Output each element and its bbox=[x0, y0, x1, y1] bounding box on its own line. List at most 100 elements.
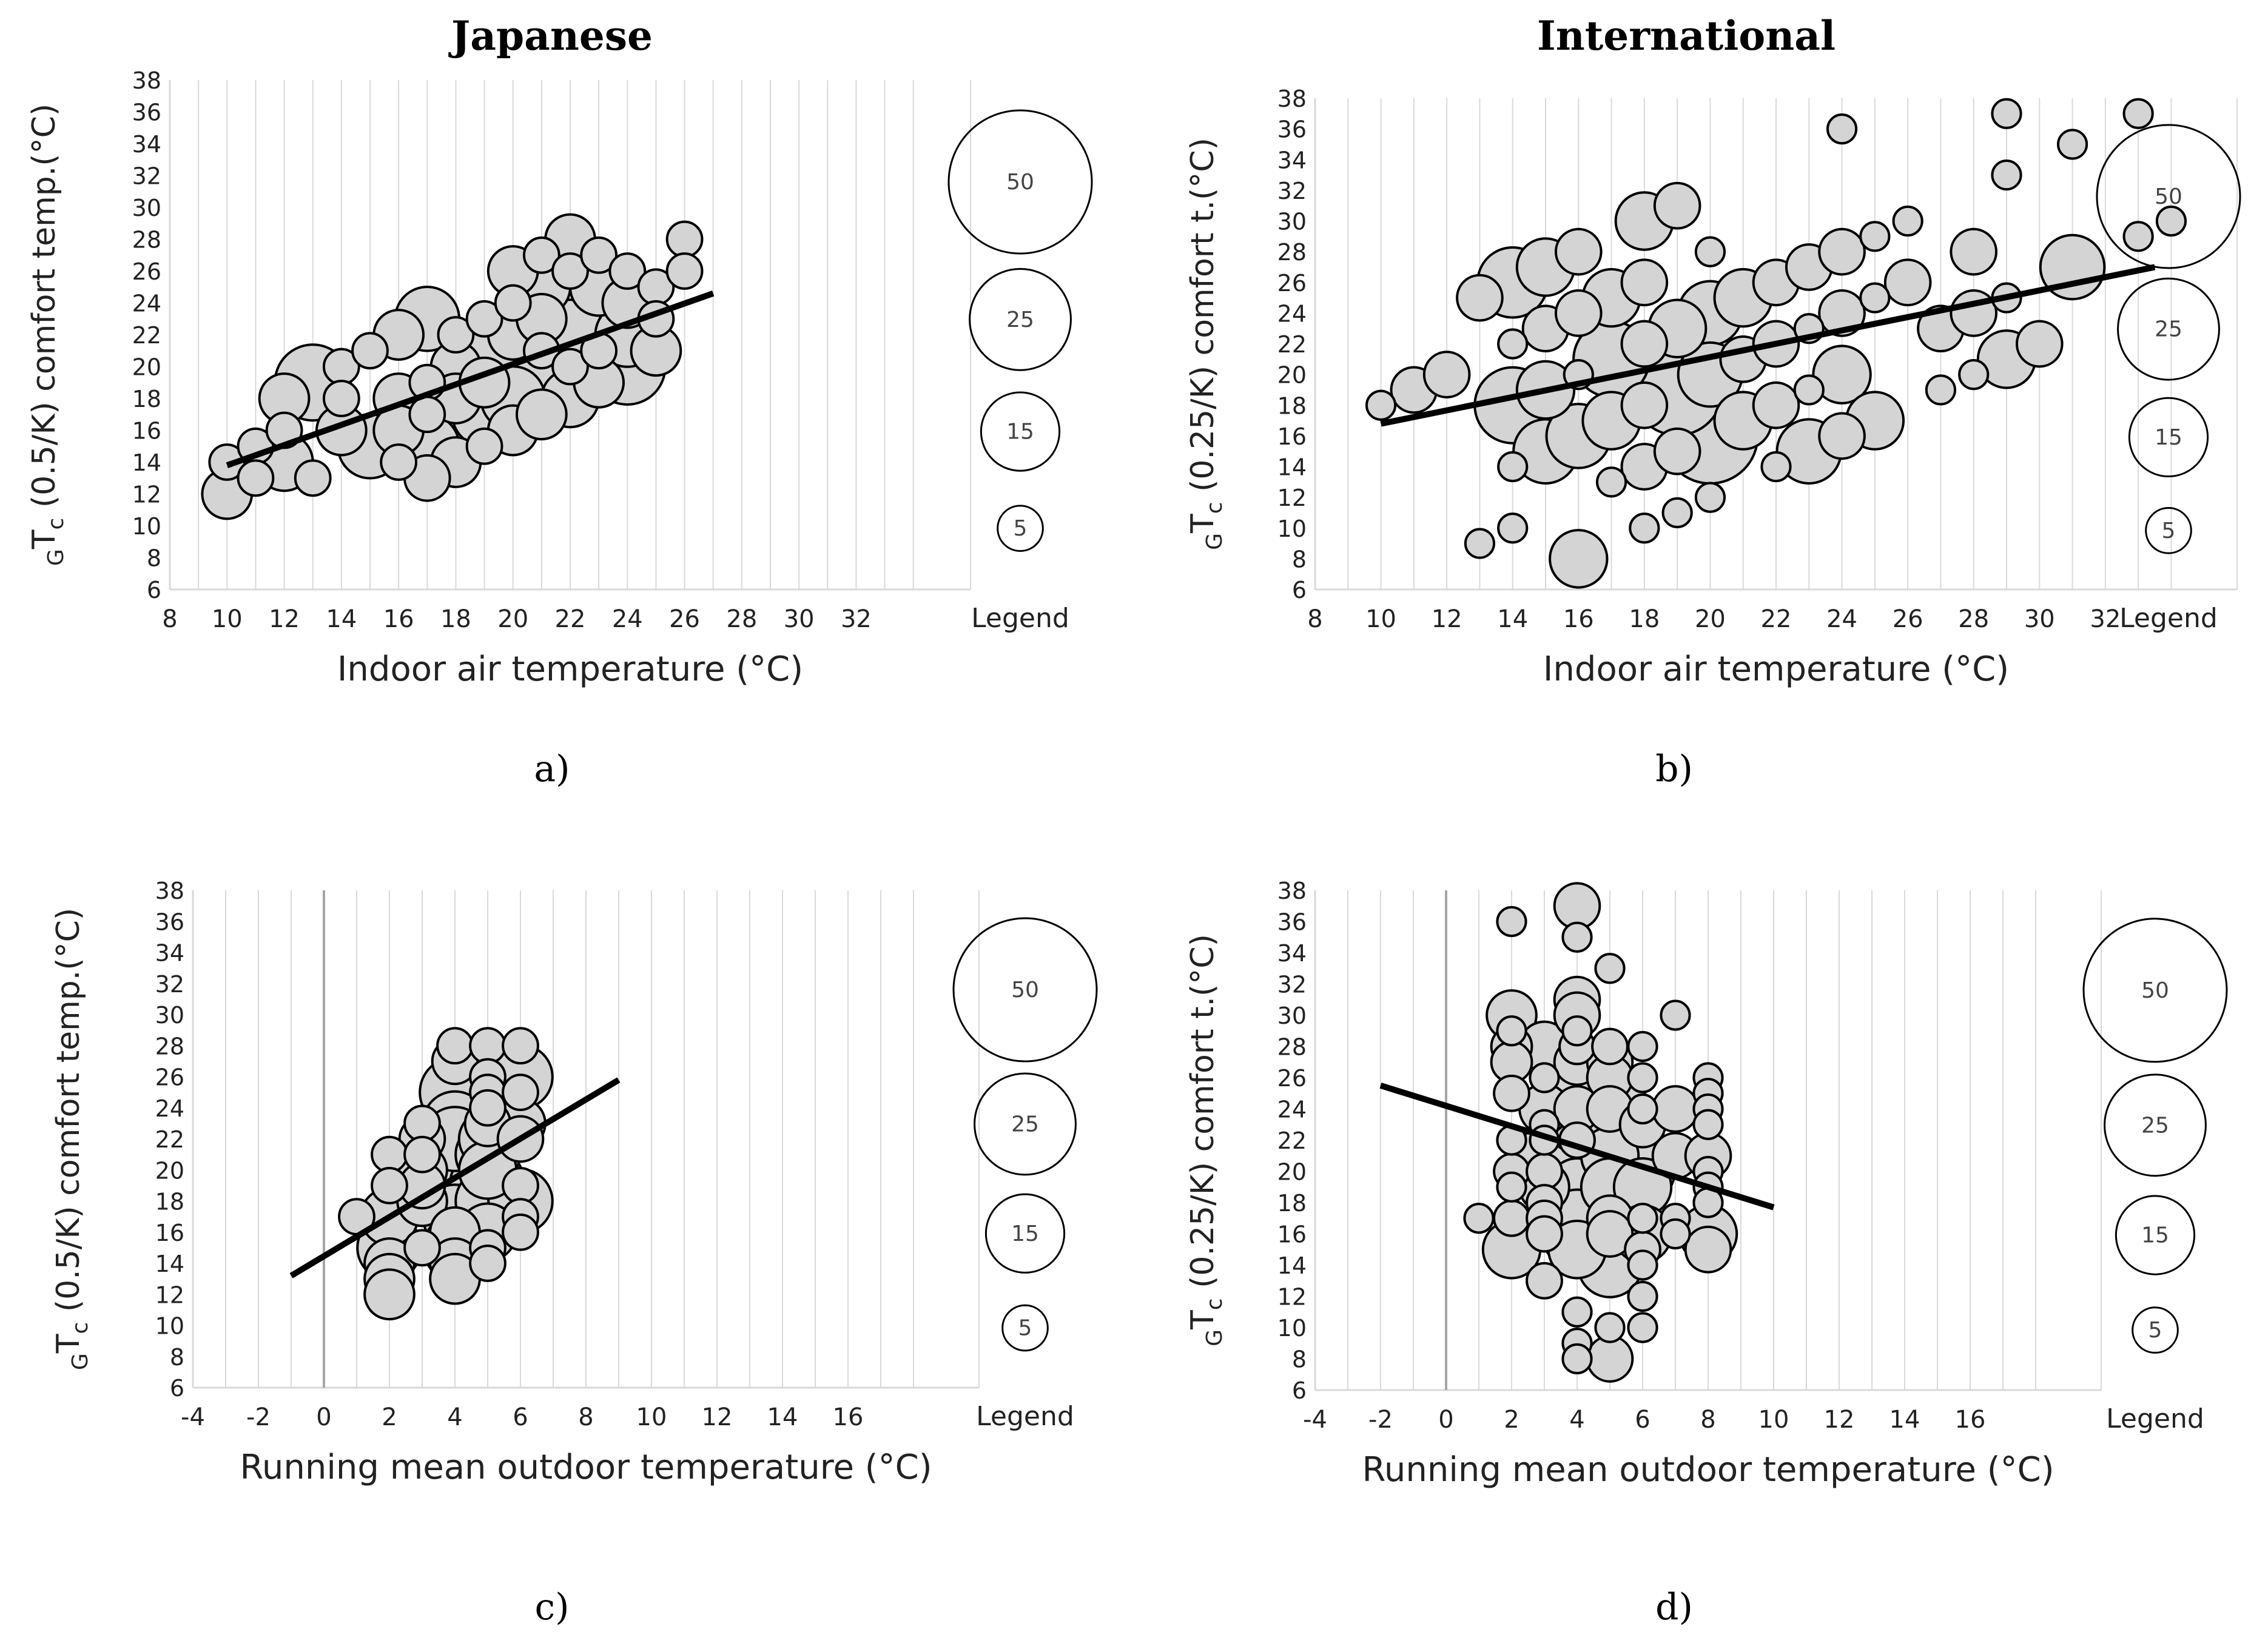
legend-bubble bbox=[974, 1072, 1077, 1176]
y-tick-label: 18 bbox=[1277, 392, 1307, 419]
data-point bbox=[1694, 482, 1726, 513]
data-point bbox=[1595, 466, 1627, 498]
x-tick-label: 6 bbox=[1635, 1406, 1650, 1434]
data-point bbox=[1497, 328, 1529, 360]
y-axis-label-rest: (0.25/K) comfort t.(°C) bbox=[1185, 138, 1221, 502]
data-point bbox=[1464, 528, 1496, 559]
legend-bubble-label: 25 bbox=[1006, 307, 1034, 332]
legend-bubble bbox=[2128, 397, 2209, 478]
x-tick-label: 24 bbox=[612, 605, 643, 633]
x-tick-label: 30 bbox=[784, 605, 815, 633]
data-point bbox=[1991, 159, 2022, 191]
y-tick-label: 36 bbox=[155, 909, 184, 935]
x-tick-label: 16 bbox=[833, 1403, 864, 1431]
data-point bbox=[1883, 258, 1932, 307]
y-tick-label: 38 bbox=[1277, 878, 1307, 904]
y-tick-label: 8 bbox=[147, 545, 161, 572]
data-point bbox=[437, 316, 475, 354]
y-axis-label-main: T bbox=[50, 1334, 87, 1354]
y-axis-label-rest: (0.5/K) comfort temp.(°C) bbox=[26, 104, 62, 518]
data-point bbox=[1554, 227, 1603, 276]
x-tick-label: 10 bbox=[636, 1403, 667, 1431]
data-point bbox=[1812, 344, 1872, 405]
legend-bubble bbox=[2145, 506, 2192, 554]
legend-bubble-label: 50 bbox=[2141, 978, 2169, 1003]
y-tick-label: 24 bbox=[132, 291, 161, 317]
x-tick-label: 26 bbox=[1893, 605, 1923, 633]
x-tick-label: 6 bbox=[513, 1403, 528, 1431]
y-tick-label: 26 bbox=[1277, 1065, 1307, 1092]
data-point bbox=[1493, 1074, 1530, 1112]
y-tick-label: 18 bbox=[1277, 1190, 1307, 1217]
data-point bbox=[1925, 374, 1957, 406]
y-tick-label: 26 bbox=[132, 258, 161, 285]
y-tick-label: 20 bbox=[132, 354, 161, 381]
data-point bbox=[1526, 1261, 1563, 1300]
y-axis-label-sub: c bbox=[68, 1322, 93, 1334]
data-point bbox=[469, 1027, 506, 1065]
y-tick-label: 18 bbox=[132, 386, 161, 412]
data-point bbox=[1627, 1030, 1658, 1063]
y-tick-label: 14 bbox=[1277, 1252, 1307, 1279]
y-tick-label: 34 bbox=[1277, 147, 1307, 173]
x-axis-label: Running mean outdoor temperature (°C) bbox=[1362, 1450, 2054, 1490]
panel-label-a: a) bbox=[534, 748, 570, 790]
x-tick-label: 8 bbox=[1700, 1406, 1715, 1434]
data-point bbox=[1661, 497, 1693, 529]
legend-bubble-label: 15 bbox=[2155, 425, 2182, 450]
x-tick-label: 12 bbox=[702, 1403, 733, 1431]
data-point bbox=[1493, 1199, 1530, 1237]
legend-bubble-label: 25 bbox=[1011, 1112, 1039, 1137]
data-point bbox=[1620, 258, 1669, 307]
data-point bbox=[1653, 427, 1701, 475]
x-tick-label: 20 bbox=[1695, 605, 1726, 633]
y-tick-label: 10 bbox=[132, 513, 161, 540]
y-axis-label-main: T bbox=[1185, 1310, 1221, 1330]
y-axis-label-sub: c bbox=[1202, 1298, 1227, 1310]
y-tick-label: 38 bbox=[155, 878, 184, 904]
legend-bubble bbox=[2104, 1073, 2207, 1177]
data-point bbox=[1497, 451, 1529, 483]
y-tick-label: 12 bbox=[155, 1282, 184, 1308]
y-tick-label: 16 bbox=[155, 1220, 184, 1246]
y-tick-label: 34 bbox=[132, 131, 161, 158]
data-point bbox=[1365, 389, 1397, 421]
data-point bbox=[2015, 320, 2064, 368]
y-tick-label: 32 bbox=[1277, 178, 1307, 204]
data-point bbox=[1594, 953, 1626, 984]
y-tick-label: 30 bbox=[155, 1002, 184, 1029]
x-tick-label: 28 bbox=[1958, 605, 1989, 633]
y-tick-label: 34 bbox=[155, 940, 184, 967]
x-tick-label: 0 bbox=[1438, 1406, 1453, 1434]
y-axis-label-prefix: G bbox=[68, 1353, 93, 1370]
x-tick-label: 8 bbox=[1307, 605, 1322, 633]
y-tick-label: 24 bbox=[1277, 1097, 1307, 1123]
data-point bbox=[1627, 1062, 1658, 1093]
x-tick-label: 14 bbox=[1889, 1406, 1920, 1434]
x-tick-label: 2 bbox=[382, 1403, 397, 1431]
regression-line bbox=[1380, 264, 2156, 427]
legend-bubble-label: 5 bbox=[1014, 516, 1028, 541]
title-international: International bbox=[1537, 12, 1836, 59]
data-point bbox=[380, 443, 418, 481]
y-tick-label: 16 bbox=[1277, 1221, 1307, 1248]
data-point bbox=[665, 252, 704, 290]
panel-label-b: b) bbox=[1655, 748, 1693, 790]
x-tick-label: 20 bbox=[497, 605, 528, 633]
y-tick-label: 20 bbox=[1277, 1159, 1307, 1186]
y-tick-label: 6 bbox=[1292, 577, 1307, 603]
y-tick-label: 36 bbox=[1277, 909, 1307, 936]
regression-line bbox=[289, 1077, 621, 1278]
data-point bbox=[1793, 374, 1825, 406]
y-tick-label: 8 bbox=[170, 1344, 184, 1371]
x-tick-label: 12 bbox=[269, 605, 300, 633]
data-point bbox=[1629, 512, 1660, 544]
y-tick-label: 28 bbox=[132, 227, 161, 254]
legend-bubble bbox=[952, 917, 1098, 1063]
data-point bbox=[580, 236, 618, 274]
x-tick-label: 22 bbox=[555, 605, 586, 633]
legend-bubble bbox=[2082, 918, 2228, 1063]
data-point bbox=[1561, 1015, 1593, 1047]
